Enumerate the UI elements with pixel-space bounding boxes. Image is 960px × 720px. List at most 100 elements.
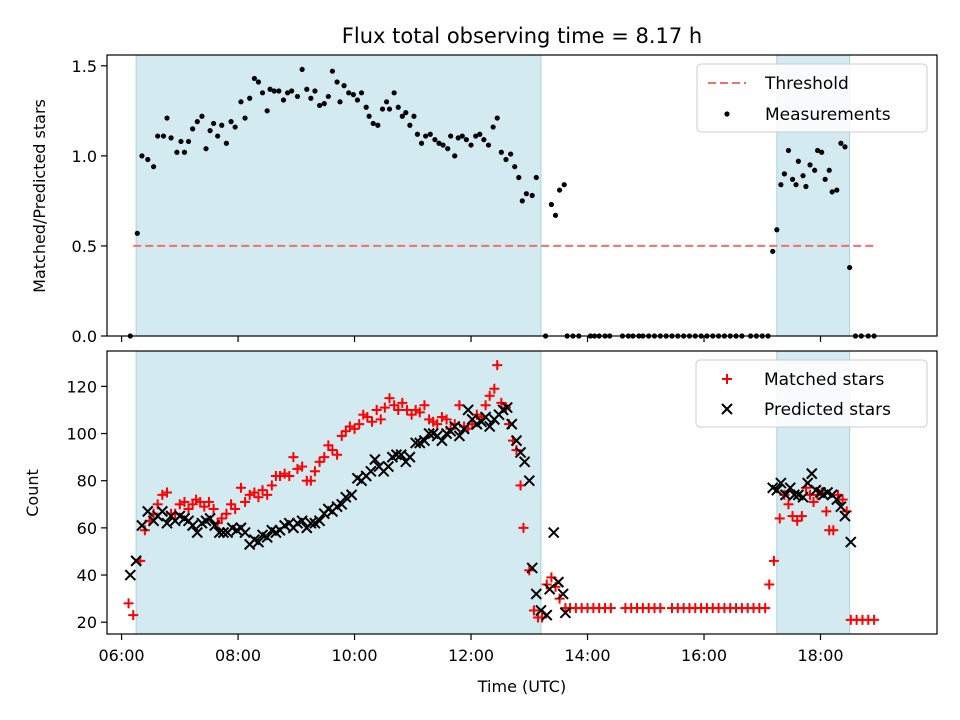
measurement-point	[215, 133, 221, 139]
top-legend: Threshold Measurements	[696, 63, 928, 133]
bottom-legend: Matched stars Predicted stars	[695, 359, 928, 428]
matched-star-point	[787, 511, 798, 522]
measurement-point	[255, 79, 262, 85]
measurement-point	[366, 113, 372, 119]
measurement-point	[251, 75, 257, 82]
measurement-point	[334, 79, 340, 85]
measurement-point	[523, 191, 529, 197]
matched-star-point	[828, 525, 839, 536]
bottom-y-axis-label: Count	[23, 469, 42, 517]
measurement-point	[267, 86, 273, 92]
predicted-star-point	[142, 505, 154, 518]
legend-predicted-swatch	[721, 403, 733, 415]
matched-star-point	[384, 393, 395, 404]
y-tick-label: 1.0	[72, 147, 97, 166]
measurement-point	[238, 99, 244, 105]
matched-star-point	[240, 496, 251, 507]
matched-star-point	[230, 504, 241, 515]
measurement-point	[155, 133, 161, 139]
matched-star-point	[199, 501, 210, 512]
predicted-star-point	[797, 491, 809, 503]
x-tick-label: 12:00	[448, 646, 494, 665]
measurement-point	[785, 147, 792, 154]
measurement-point	[427, 131, 433, 137]
measurement-point	[219, 122, 225, 128]
matched-star-point	[792, 515, 803, 526]
measurement-point	[247, 95, 253, 101]
predicted-star-point	[831, 493, 843, 506]
predicted-star-point	[186, 519, 199, 532]
predicted-star-point	[161, 517, 173, 529]
predicted-star-point	[541, 609, 553, 621]
measurement-point	[477, 131, 483, 137]
measurement-point	[473, 133, 479, 139]
matched-star-point	[515, 480, 526, 491]
measurement-point	[242, 115, 248, 121]
measurement-point	[432, 137, 438, 143]
measurement-point	[363, 104, 369, 110]
measurement-point	[807, 162, 813, 168]
measurement-point	[490, 124, 496, 130]
legend-predicted-label: Predicted stars	[764, 400, 891, 420]
measurement-point	[395, 104, 401, 110]
predicted-star-point	[252, 536, 265, 548]
measurement-point	[150, 164, 157, 170]
measurement-point	[168, 135, 174, 141]
measurement-point	[448, 133, 454, 139]
measurement-point	[552, 212, 559, 218]
predicted-star-point	[336, 498, 348, 510]
predicted-star-point	[548, 526, 560, 539]
matched-star-point	[332, 449, 343, 460]
predicted-star-point	[458, 423, 470, 435]
measurement-point	[842, 144, 848, 150]
predicted-star-point	[124, 569, 137, 581]
predicted-star-point	[552, 576, 565, 588]
measurement-point	[533, 174, 539, 181]
matched-star-point	[354, 419, 365, 430]
top-axes-frame	[106, 54, 938, 337]
matched-star-point	[327, 445, 338, 456]
matched-star-point	[496, 397, 507, 408]
matched-star-point	[305, 475, 316, 486]
measurement-point	[770, 248, 776, 254]
matched-star-point	[454, 400, 465, 411]
measurement-point	[512, 164, 518, 170]
measurement-point	[399, 113, 405, 119]
measurement-point	[312, 88, 318, 94]
measurement-point	[185, 138, 192, 145]
matched-star-point	[518, 522, 529, 533]
y-tick-label: 80	[77, 472, 97, 491]
predicted-star-point	[449, 420, 461, 433]
measurement-point	[781, 171, 787, 177]
measurement-point	[418, 140, 425, 146]
top-x-ticks	[120, 336, 822, 342]
predicted-star-point	[409, 437, 422, 449]
shaded-region	[135, 350, 542, 635]
matched-star-point	[216, 513, 227, 524]
measurement-point	[199, 113, 205, 119]
predicted-star-point	[779, 489, 792, 501]
measurement-point	[516, 174, 522, 181]
x-tick-label: 18:00	[797, 646, 843, 665]
shaded-region	[135, 54, 542, 337]
matched-star-point	[362, 412, 373, 423]
measurement-point	[308, 95, 314, 101]
bottom-legend-box	[695, 359, 928, 428]
matched-star-point	[783, 499, 794, 510]
matched-star-point	[379, 402, 390, 413]
matched-star-point	[414, 407, 425, 418]
measurement-point	[145, 156, 151, 163]
x-tick-label: 08:00	[215, 646, 261, 665]
measurement-point	[223, 140, 230, 146]
predicted-star-point	[369, 453, 381, 466]
matched-star-point	[397, 397, 408, 408]
measurement-point	[134, 230, 140, 236]
measurement-point	[556, 187, 563, 193]
predicted-star-point	[506, 418, 518, 430]
measurement-point	[494, 115, 500, 121]
measurement-point	[508, 151, 514, 157]
measurement-point	[321, 101, 327, 107]
measurement-point	[800, 173, 806, 179]
measurement-point	[337, 99, 343, 105]
